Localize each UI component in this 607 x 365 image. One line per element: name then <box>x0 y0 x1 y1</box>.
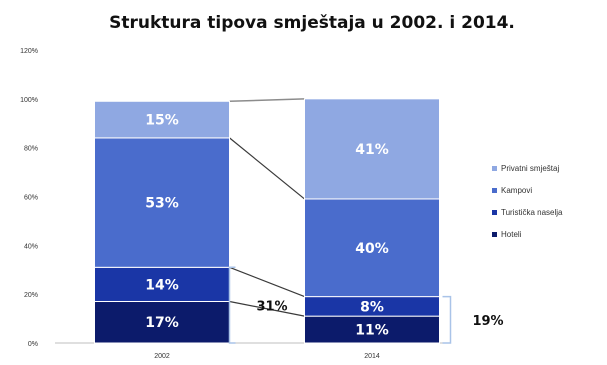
bar-segment <box>94 300 230 344</box>
data-label: 53% <box>145 196 179 212</box>
connector-line <box>229 266 305 298</box>
y-tick-label: 80% <box>24 146 38 153</box>
bar-segment <box>304 315 440 344</box>
data-label: 11% <box>355 323 389 339</box>
y-tick-label: 60% <box>24 195 38 202</box>
annotation-label: 31% <box>256 299 287 314</box>
chart-title: Struktura tipova smještaja u 2002. i 201… <box>109 13 515 33</box>
legend-label: Turistička naselja <box>501 208 563 217</box>
y-tick-label: 0% <box>28 341 38 348</box>
bar-segment <box>94 100 230 139</box>
x-tick-label: 2014 <box>364 353 380 360</box>
legend-swatch <box>492 232 497 237</box>
annotation-bracket <box>228 266 236 344</box>
annotation-bracket <box>442 295 452 344</box>
annotation-label: 19% <box>472 314 503 329</box>
legend-swatch <box>492 188 497 193</box>
legend-label: Kampovi <box>501 186 532 195</box>
data-label: 8% <box>360 299 384 315</box>
legend-swatch <box>492 166 497 171</box>
y-tick-label: 40% <box>24 243 38 250</box>
connector-line <box>229 137 305 200</box>
bar-segment <box>94 137 230 268</box>
y-tick-label: 20% <box>24 292 38 299</box>
data-label: 14% <box>145 277 179 293</box>
y-tick-label: 100% <box>20 97 38 104</box>
data-label: 41% <box>355 142 389 158</box>
connector-line <box>229 98 305 103</box>
y-tick-label: 120% <box>20 48 38 55</box>
x-tick-label: 2002 <box>154 353 170 360</box>
data-label: 17% <box>145 315 179 331</box>
legend-label: Privatni smještaj <box>501 164 559 173</box>
legend-swatch <box>492 210 497 215</box>
legend-label: Hoteli <box>501 230 522 239</box>
data-label: 15% <box>145 113 179 129</box>
bar-segment <box>304 98 440 200</box>
connector-line <box>229 300 305 317</box>
data-label: 40% <box>355 241 389 257</box>
